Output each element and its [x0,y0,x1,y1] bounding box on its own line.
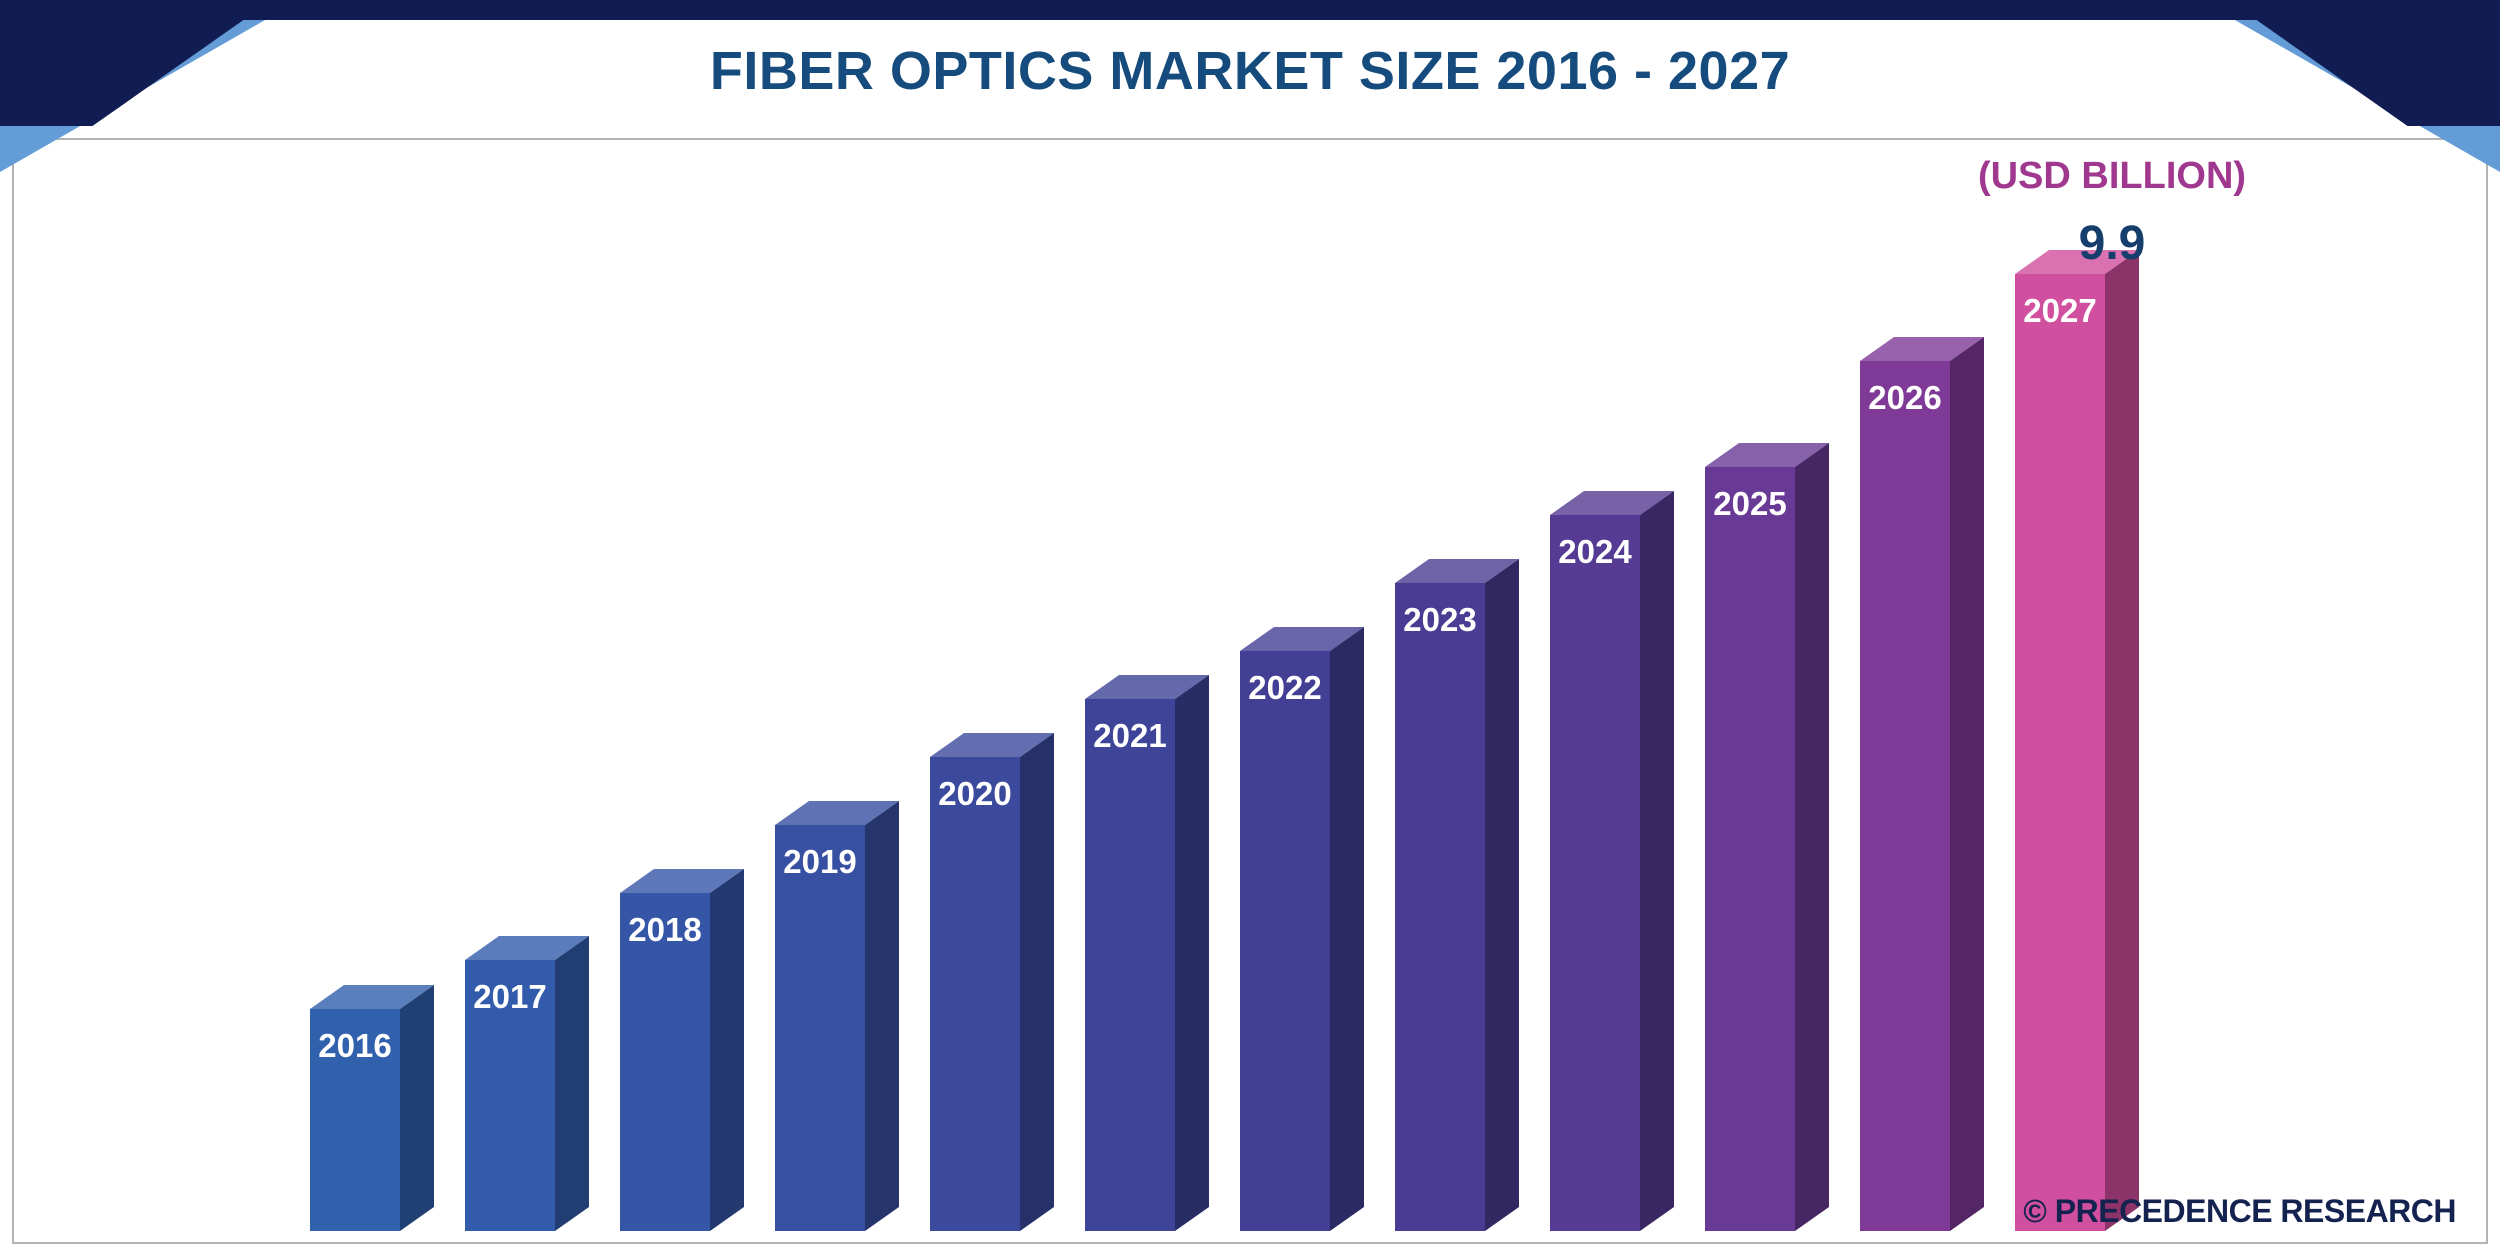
bar-year-label-2019: 2019 [783,843,857,880]
bar-front-face [1240,651,1330,1231]
bar-year-label-2024: 2024 [1558,533,1632,570]
bar-side-face [1640,491,1674,1231]
bar-year-label-2017: 2017 [473,978,547,1015]
bar-front-face [1860,361,1950,1231]
bar-2024: 2024 [1550,491,1674,1231]
bar-front-face [1395,583,1485,1231]
bar-front-face [620,893,710,1231]
bar-front-face [465,960,555,1231]
bar-2021: 2021 [1085,675,1209,1231]
peak-value-label-2027: 9.9 [2078,217,2146,270]
bar-year-label-2022: 2022 [1248,669,1322,706]
watermark: © PRECEDENCE RESEARCH [2023,1193,2456,1229]
bar-side-face [2105,250,2139,1231]
bar-2026: 2026 [1860,337,1984,1231]
bar-side-face [1020,733,1054,1231]
bar-2023: 2023 [1395,559,1519,1231]
bar-year-label-2020: 2020 [938,775,1012,812]
bar-front-face [310,1009,400,1231]
bar-front-face [1550,515,1640,1231]
bar-side-face [865,801,899,1231]
bar-2020: 2020 [930,733,1054,1231]
bar-2025: 2025 [1705,443,1829,1231]
chart-title: FIBER OPTICS MARKET SIZE 2016 - 2027 [709,41,1791,101]
bar-year-label-2021: 2021 [1093,717,1167,754]
bar-side-face [1485,559,1519,1231]
top-navy-bar [0,0,2500,20]
bar-front-face [2015,274,2105,1231]
bar-year-label-2025: 2025 [1713,485,1787,522]
bar-side-face [555,936,589,1231]
bar-2019: 2019 [775,801,899,1231]
unit-label: (USD BILLION) [1977,155,2247,197]
bar-2018: 2018 [620,869,744,1231]
bar-front-face [930,757,1020,1231]
bar-front-face [1085,699,1175,1231]
bar-front-face [1705,467,1795,1231]
bar-front-face [775,825,865,1231]
bar-2017: 2017 [465,936,589,1231]
bar-2016: 2016 [310,985,434,1231]
bar-year-label-2027: 2027 [2023,292,2097,329]
bar-year-label-2023: 2023 [1403,601,1477,638]
bar-year-label-2016: 2016 [318,1027,392,1064]
bar-2022: 2022 [1240,627,1364,1231]
bar-side-face [1175,675,1209,1231]
bar-side-face [1795,443,1829,1231]
bar-side-face [1330,627,1364,1231]
bar-side-face [1950,337,1984,1231]
bar-side-face [400,985,434,1231]
bar-year-label-2018: 2018 [628,911,702,948]
bar-side-face [710,869,744,1231]
bar-year-label-2026: 2026 [1868,379,1942,416]
bar-2027: 2027 [2015,250,2139,1231]
